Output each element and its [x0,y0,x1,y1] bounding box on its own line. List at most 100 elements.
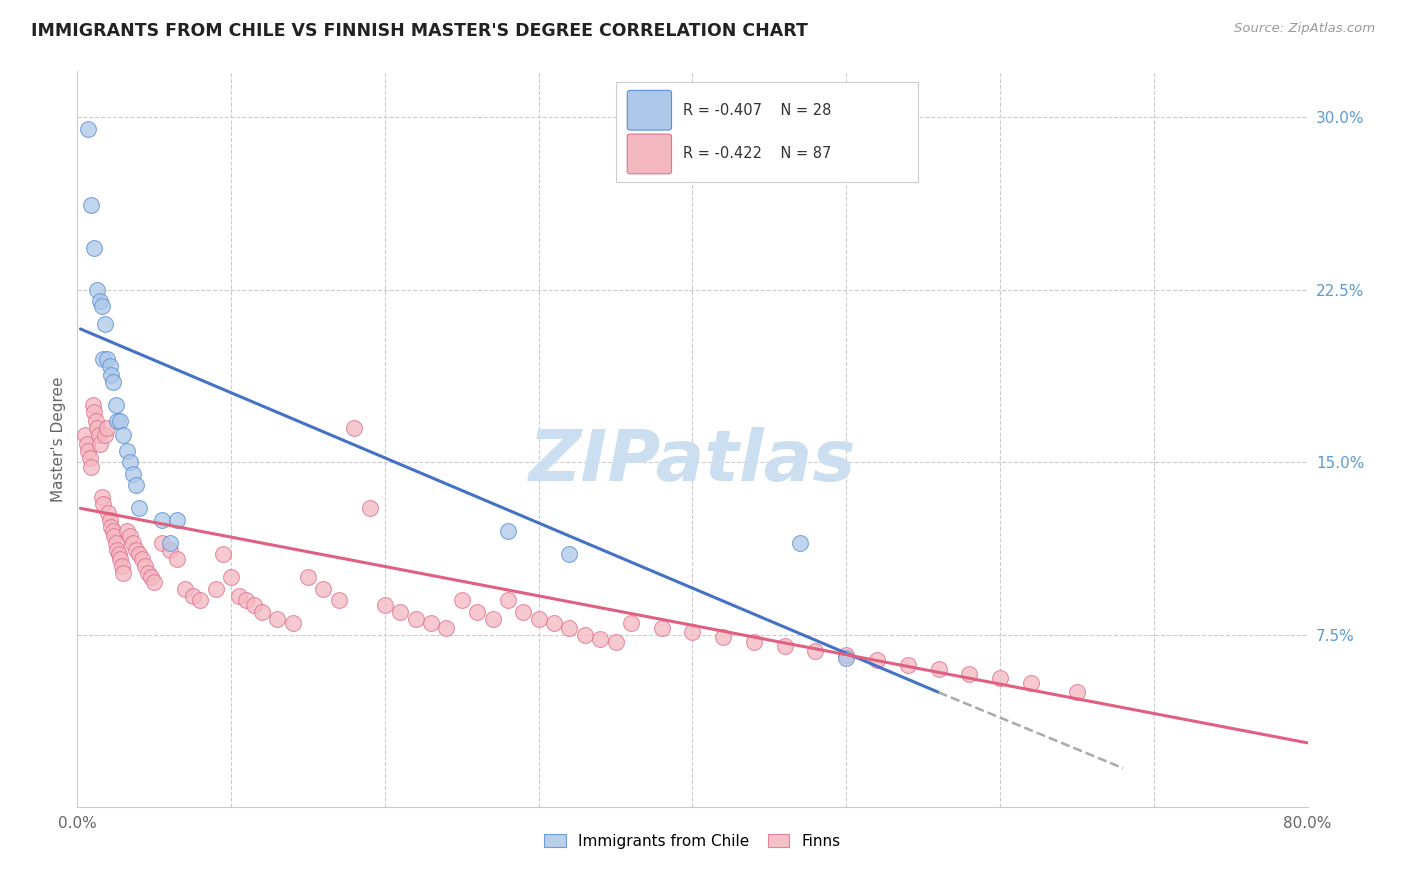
Point [128,501,150,516]
Point [558,621,581,635]
Point [73,427,96,442]
Point [512,605,534,619]
Point [115,524,138,539]
Point [897,657,920,672]
Point [143,574,166,589]
Point [77,443,100,458]
Point [266,612,288,626]
Point [250,605,273,619]
Point [558,547,581,561]
Point [436,621,458,635]
Y-axis label: Master's Degree: Master's Degree [51,376,66,502]
Point [527,612,550,626]
Point [174,582,197,596]
Point [181,589,204,603]
Point [121,536,143,550]
Point [166,552,188,566]
Point [86,421,108,435]
Point [96,351,118,366]
Point [343,421,366,435]
Point [420,616,443,631]
Text: R = -0.422    N = 87: R = -0.422 N = 87 [683,146,831,161]
Point [835,650,858,665]
Point [589,632,612,647]
Point [228,589,250,603]
Point [297,570,319,584]
Point [118,455,141,469]
Point [988,672,1011,686]
Point [204,582,226,596]
Text: ZIPatlas: ZIPatlas [529,427,856,496]
Point [103,529,125,543]
Point [110,414,132,428]
Point [105,542,128,557]
Point [481,612,503,626]
Point [118,529,141,543]
Point [83,405,105,419]
Point [105,414,128,428]
Point [150,513,173,527]
Point [98,359,121,373]
Point [159,536,181,550]
Point [136,566,159,580]
Point [108,547,131,561]
Text: Source: ZipAtlas.com: Source: ZipAtlas.com [1234,22,1375,36]
FancyBboxPatch shape [627,134,672,174]
Point [90,299,114,313]
Point [496,593,519,607]
Point [682,625,704,640]
Point [121,467,143,481]
Point [389,605,412,619]
Point [98,513,121,527]
Point [450,593,472,607]
Point [711,630,734,644]
Point [188,593,212,607]
Text: IMMIGRANTS FROM CHILE VS FINNISH MASTER'S DEGREE CORRELATION CHART: IMMIGRANTS FROM CHILE VS FINNISH MASTER'… [31,22,808,40]
Point [79,450,101,465]
Point [773,640,796,654]
Point [835,648,858,663]
Point [101,375,124,389]
Point [86,283,108,297]
Point [543,616,565,631]
Point [128,547,150,561]
Point [111,558,134,573]
Point [110,552,132,566]
Point [359,501,381,516]
Point [742,634,765,648]
Point [93,497,115,511]
Point [93,351,115,366]
Point [312,582,335,596]
Legend: Immigrants from Chile, Finns: Immigrants from Chile, Finns [538,828,846,855]
Point [651,621,673,635]
Point [957,666,980,681]
Point [620,616,643,631]
Point [281,616,304,631]
Point [1019,676,1042,690]
Point [90,490,114,504]
Point [80,459,103,474]
Point [141,570,163,584]
Point [574,628,596,642]
Point [112,566,135,580]
Point [76,437,98,451]
Point [87,427,110,442]
Point [1066,685,1088,699]
Point [101,524,124,539]
Point [115,443,138,458]
Point [212,547,235,561]
Point [104,398,127,412]
Point [804,644,827,658]
Point [96,421,118,435]
Point [94,318,117,332]
Point [89,294,111,309]
Point [97,506,120,520]
Point [94,427,117,442]
Point [84,414,107,428]
Point [235,593,257,607]
Point [496,524,519,539]
Point [243,598,266,612]
Point [100,519,122,533]
Text: R = -0.407    N = 28: R = -0.407 N = 28 [683,103,831,118]
Point [134,558,156,573]
